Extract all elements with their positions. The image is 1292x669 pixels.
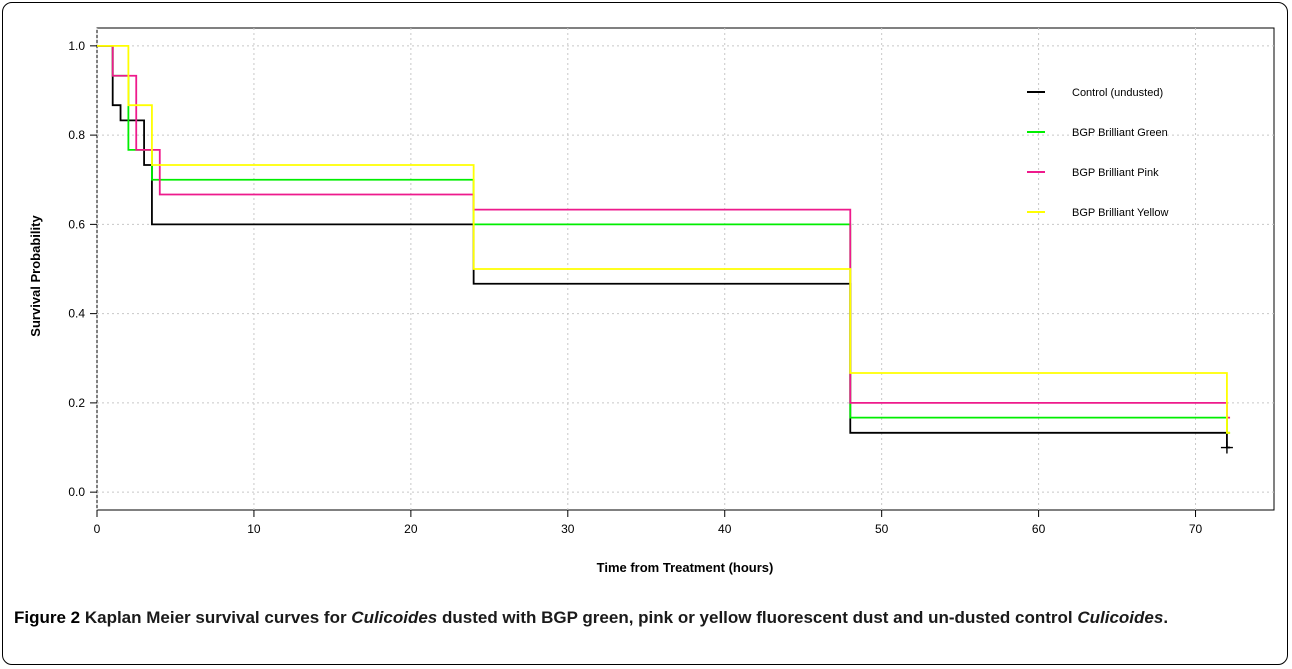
kaplan-meier-chart: 0 10 20 30 40 50 60 70 0.0 0.2 0.4 0.6 0.8 1.0 Contr… — [28, 27, 1275, 575]
x-axis-ticks: 0 10 20 30 40 50 60 70 — [94, 510, 1203, 536]
y-tick-label: 0.4 — [68, 307, 85, 321]
caption-text-3: . — [1163, 608, 1169, 627]
y-tick-label: 0.6 — [68, 217, 85, 231]
y-tick-label: 1.0 — [68, 39, 85, 53]
legend-label: Control (undusted) — [1072, 87, 1163, 99]
caption-text-2: dusted with BGP green, pink or yellow fl… — [437, 608, 1078, 627]
y-tick-label: 0.8 — [68, 128, 85, 142]
legend-label: BGP Brilliant Pink — [1072, 167, 1159, 179]
x-tick-label: 60 — [1032, 522, 1046, 536]
y-tick-label: 0.0 — [68, 485, 85, 499]
x-tick-label: 0 — [94, 522, 101, 536]
y-axis-label: Survival Probability — [28, 215, 43, 337]
survival-curve-2 — [97, 44, 1231, 419]
caption-italic-1: Culicoides — [351, 608, 438, 627]
x-axis-label: Time from Treatment (hours) — [597, 560, 774, 575]
y-tick-label: 0.2 — [68, 396, 85, 410]
x-tick-label: 40 — [718, 522, 732, 536]
x-tick-label: 70 — [1189, 522, 1203, 536]
survival-curve-0 — [97, 44, 1231, 449]
legend-label: BGP Brilliant Yellow — [1072, 207, 1168, 219]
legend-label: BGP Brilliant Green — [1072, 127, 1168, 139]
y-axis-ticks: 0.0 0.2 0.4 0.6 0.8 1.0 — [68, 39, 97, 499]
survival-curve-3 — [97, 44, 1231, 434]
censor-mark — [1220, 441, 1233, 454]
x-tick-label: 10 — [247, 522, 261, 536]
x-tick-label: 20 — [404, 522, 418, 536]
figure-caption: Figure 2 Kaplan Meier survival curves fo… — [14, 606, 1274, 630]
grid-lines — [96, 28, 1274, 510]
legend: Control (undusted) BGP Brilliant Green BGP… — [1027, 87, 1168, 219]
x-tick-label: 50 — [875, 522, 889, 536]
x-tick-label: 30 — [561, 522, 575, 536]
caption-lead: Figure 2 — [14, 608, 81, 627]
caption-text-1: Kaplan Meier survival curves for — [80, 608, 352, 627]
caption-italic-2: Culicoides — [1077, 608, 1164, 627]
survival-curves — [97, 44, 1233, 454]
